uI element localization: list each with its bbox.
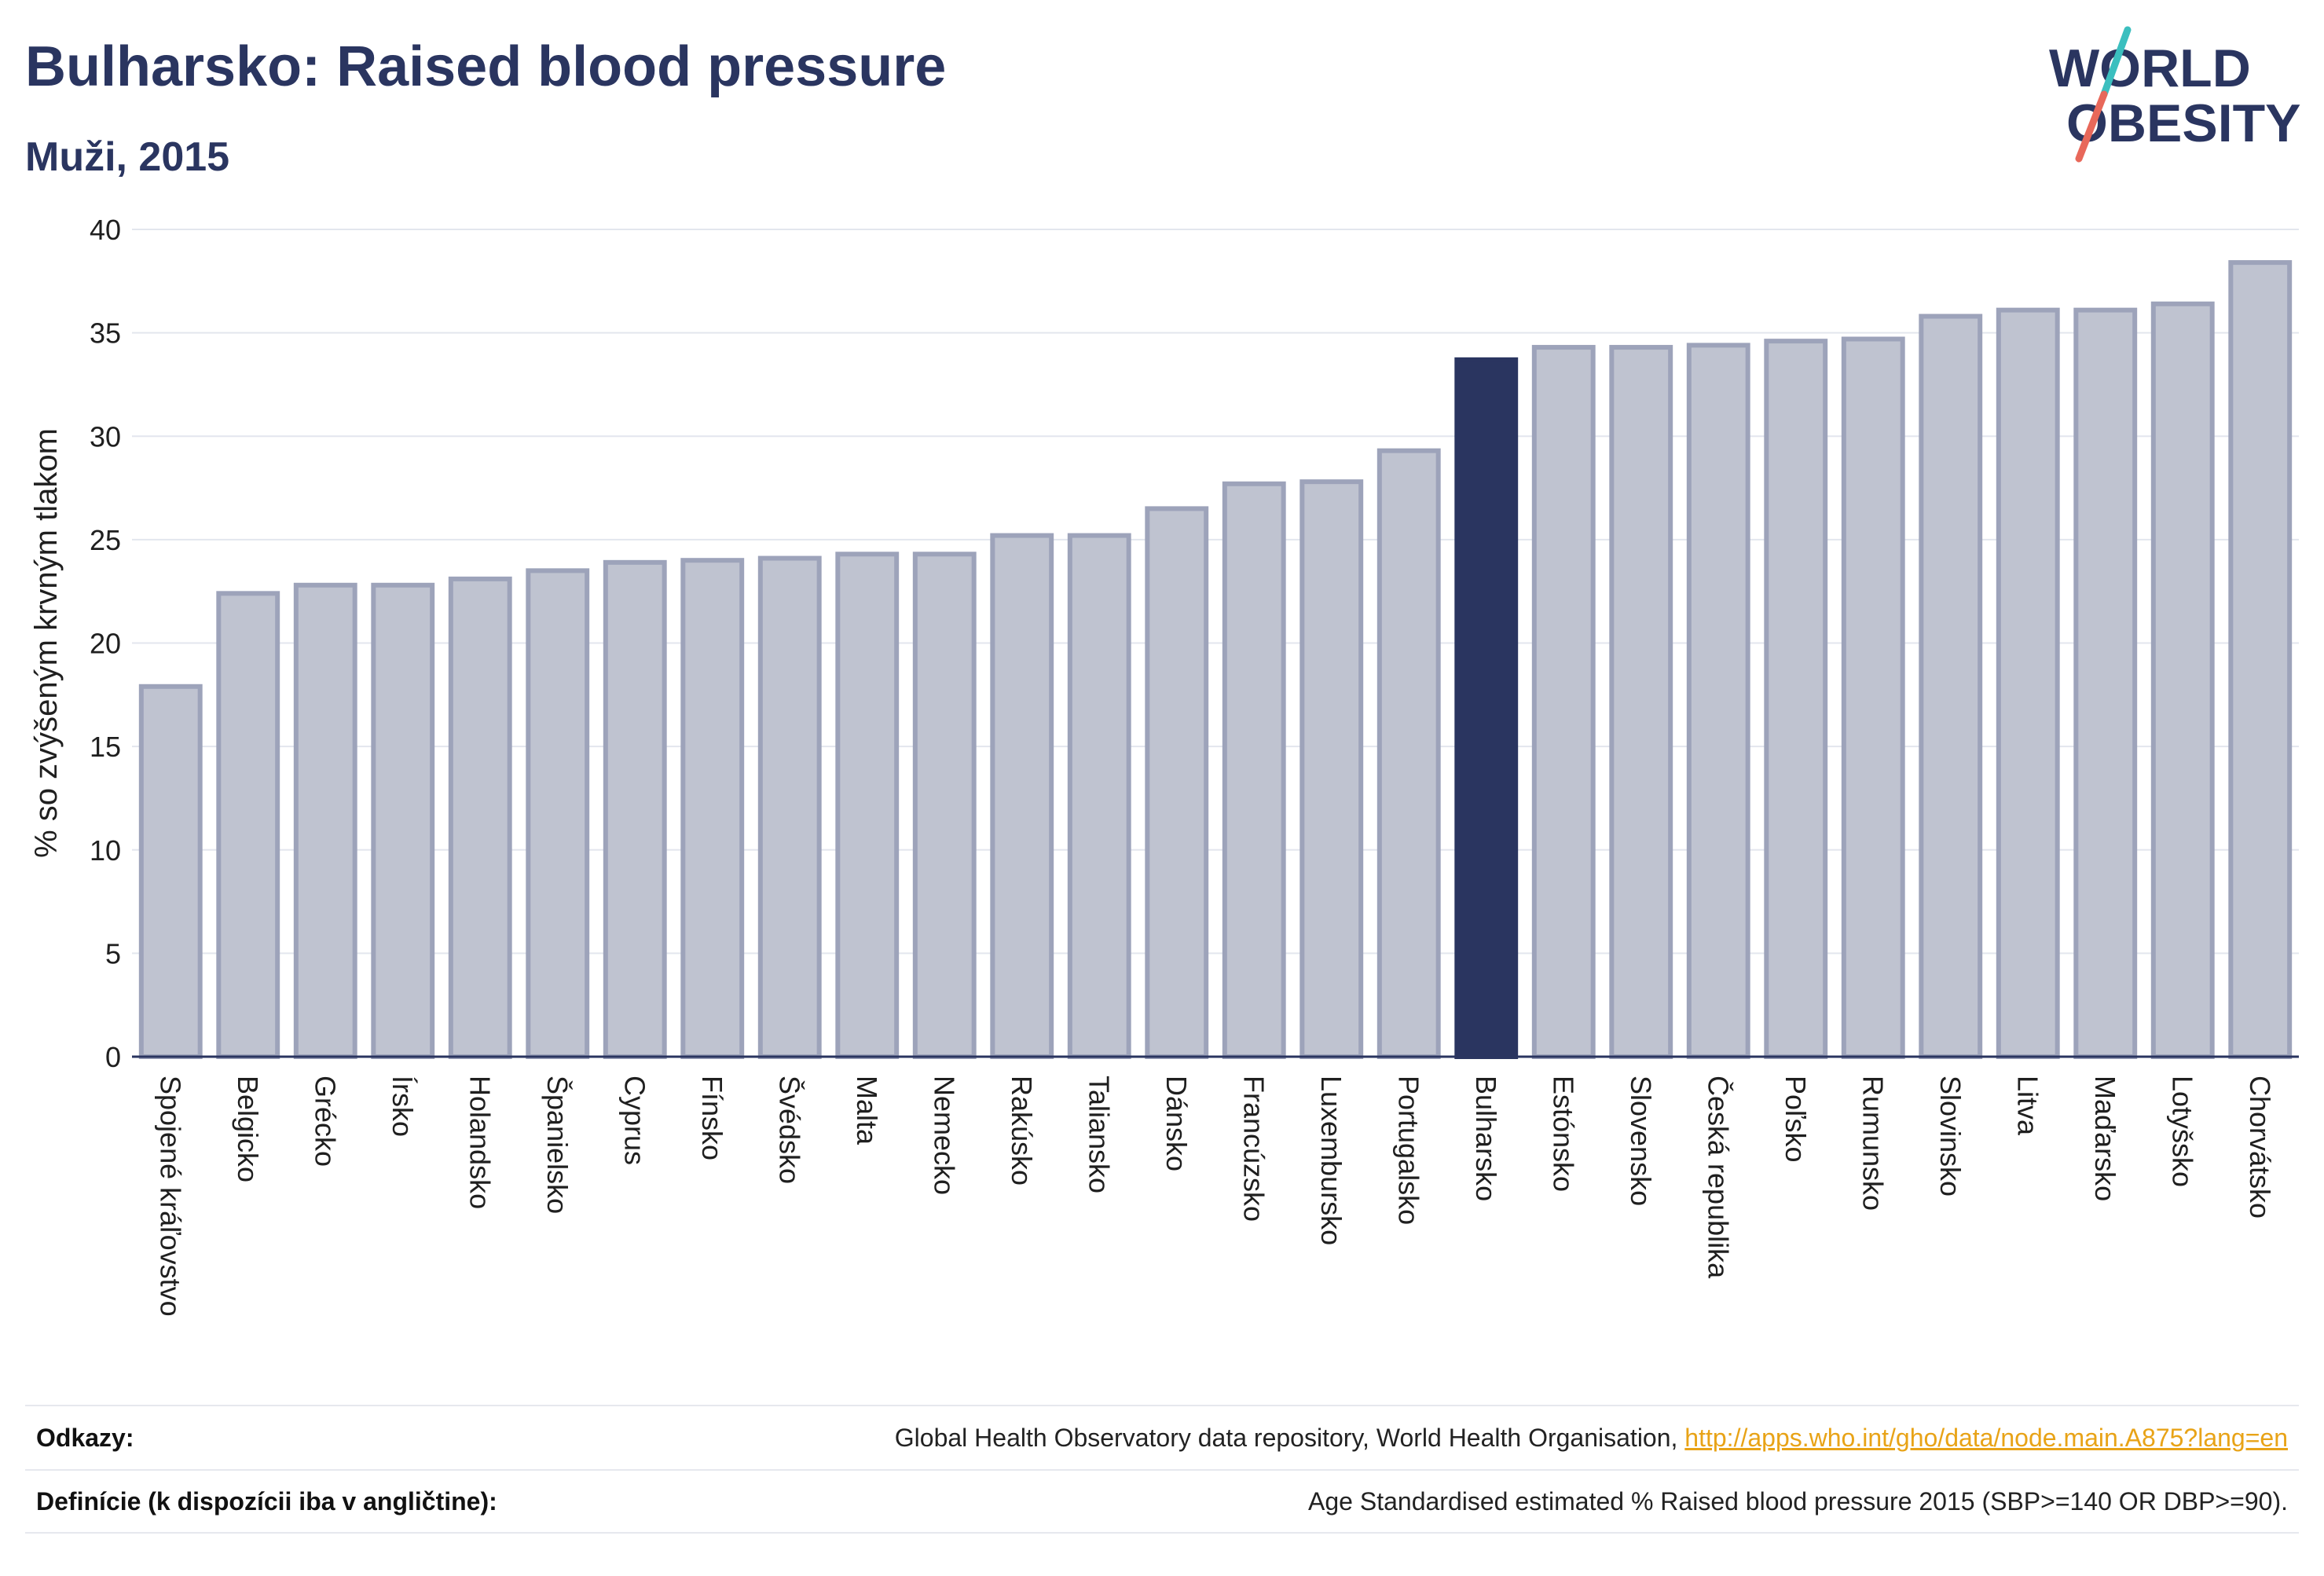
bar <box>293 582 357 1059</box>
x-tick-label: Fínsko <box>696 1076 728 1160</box>
x-tick-label: Bulharsko <box>1470 1076 1502 1201</box>
y-tick-label: 5 <box>105 937 121 969</box>
x-tick-label: Poľsko <box>1780 1076 1812 1163</box>
x-tick-label: Litva <box>2011 1076 2044 1136</box>
references-value: Global Health Observatory data repositor… <box>895 1424 2288 1453</box>
x-tick-label: Luxembursko <box>1315 1076 1347 1245</box>
bar <box>603 559 667 1059</box>
x-tick-label: Slovensko <box>1625 1076 1657 1206</box>
x-tick-label: Maďarsko <box>2089 1076 2121 1201</box>
y-tick-label: 40 <box>90 214 121 246</box>
bar <box>1841 336 1905 1059</box>
bar <box>1919 313 1983 1059</box>
y-tick-label: 30 <box>90 420 121 453</box>
x-tick-label: Dánsko <box>1160 1076 1193 1171</box>
bar <box>1764 339 1828 1059</box>
logo-text-world: WORLD <box>2049 38 2251 98</box>
bar <box>1222 481 1286 1059</box>
x-tick-label: Estónsko <box>1547 1076 1579 1192</box>
bar <box>2073 307 2138 1060</box>
x-tick-label: Belgicko <box>232 1076 264 1182</box>
chart-title: Bulharsko: Raised blood pressure <box>25 35 947 98</box>
definitions-row: Definície (k dispozícii iba v angličtine… <box>25 1469 2299 1534</box>
bar <box>1299 479 1364 1059</box>
bar <box>371 582 435 1059</box>
bar <box>680 558 745 1059</box>
bar <box>757 555 822 1059</box>
x-tick-label: Írsko <box>387 1076 419 1137</box>
x-tick-label: Česká republika <box>1702 1076 1734 1279</box>
x-tick-label: Spojené kráľovstvo <box>154 1076 186 1317</box>
y-tick-label: 20 <box>90 628 121 660</box>
x-tick-label: Slovinsko <box>1934 1076 1967 1197</box>
bar <box>1454 357 1519 1060</box>
bar <box>990 533 1054 1059</box>
y-tick-label: 10 <box>90 834 121 867</box>
world-obesity-logo: WORLD OBESITY <box>2049 26 2301 163</box>
x-tick-label: Španielsko <box>541 1076 574 1214</box>
definitions-label: Definície (k dispozícii iba v angličtine… <box>36 1486 497 1516</box>
x-tick-label: Portugalsko <box>1392 1076 1424 1225</box>
x-tick-label: Grécko <box>309 1076 341 1167</box>
references-link[interactable]: http://apps.who.int/gho/data/node.main.A… <box>1684 1423 2288 1452</box>
x-tick-label: Holandsko <box>464 1076 496 1209</box>
x-tick-label: Švédsko <box>773 1076 805 1184</box>
x-tick-label: Nemecko <box>928 1076 960 1195</box>
x-tick-label: Taliansko <box>1083 1076 1115 1193</box>
bar-chart: 0 5 10 15 20 25 30 35 40 % so zvýšeným krvným tla… <box>29 214 2299 1317</box>
x-tick-label: Rakúsko <box>1006 1076 1038 1186</box>
bar <box>1609 345 1673 1059</box>
y-tick-label: 25 <box>90 524 121 556</box>
y-tick-label: 0 <box>105 1041 121 1073</box>
x-tick-label: Malta <box>851 1076 883 1145</box>
bar <box>526 568 590 1059</box>
bar <box>835 552 900 1059</box>
bar <box>1376 448 1441 1059</box>
y-tick-label: 35 <box>90 317 121 350</box>
bar <box>1145 506 1209 1059</box>
definitions-text: Age Standardised estimated % Raised bloo… <box>1308 1486 2288 1516</box>
bar <box>1686 343 1750 1060</box>
chart-subtitle: Muži, 2015 <box>25 134 230 180</box>
bar <box>448 576 512 1059</box>
references-label: Odkazy: <box>36 1423 134 1452</box>
logo-slash-bottom <box>2075 90 2108 163</box>
references-text: Global Health Observatory data repositor… <box>894 1423 1678 1452</box>
x-tick-label: Chorvátsko <box>2244 1076 2276 1219</box>
bar <box>1531 345 1596 1059</box>
bar <box>216 591 280 1059</box>
bar <box>912 552 977 1059</box>
bar <box>2150 301 2215 1059</box>
bar <box>138 684 203 1059</box>
references-row: Odkazy: Global Health Observatory data r… <box>25 1405 2299 1469</box>
x-tick-label: Rumunsko <box>1857 1076 1889 1211</box>
bar <box>1067 533 1131 1059</box>
logo-text-obesity: OBESITY <box>2066 93 2301 153</box>
x-tick-label: Francúzsko <box>1237 1076 1270 1222</box>
bar <box>1996 307 2060 1060</box>
x-tick-label: Cyprus <box>618 1076 651 1165</box>
y-tick-label: 15 <box>90 731 121 763</box>
bar <box>2228 260 2293 1059</box>
y-axis-label: % so zvýšeným krvným tlakom <box>29 428 64 858</box>
logo-slash-top <box>2100 26 2132 98</box>
x-tick-label: Lotyšsko <box>2166 1076 2198 1187</box>
